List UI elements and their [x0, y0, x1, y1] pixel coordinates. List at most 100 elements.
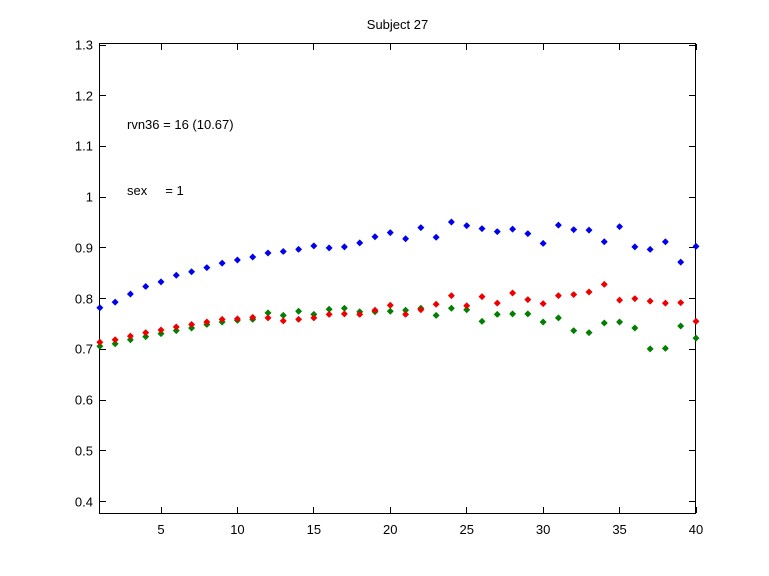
data-point-green-series	[646, 345, 654, 353]
data-point-blue-series	[478, 225, 486, 233]
data-point-red-series	[111, 336, 119, 344]
data-point-red-series	[340, 310, 348, 318]
x-tick-top	[389, 44, 391, 50]
data-point-blue-series	[402, 235, 410, 243]
data-point-red-series	[616, 296, 624, 304]
y-tick-label: 1	[85, 189, 93, 205]
x-tick-bottom	[542, 507, 544, 513]
data-point-green-series	[631, 324, 639, 332]
data-point-red-series	[325, 310, 333, 318]
data-point-red-series	[585, 288, 593, 296]
x-tick-top	[160, 44, 162, 50]
y-tick-left	[100, 145, 106, 147]
data-point-blue-series	[172, 271, 180, 279]
y-tick-label: 0.7	[74, 341, 93, 357]
data-point-green-series	[554, 314, 562, 322]
data-point-red-series	[509, 289, 517, 297]
data-point-red-series	[264, 314, 272, 322]
data-point-red-series	[188, 320, 196, 328]
data-point-red-series	[172, 323, 180, 331]
annotation-line-sex: sex = 1	[127, 183, 184, 198]
data-point-green-series	[570, 327, 578, 335]
data-point-green-series	[585, 329, 593, 337]
annotation-text: rvn36 = 16 (10.67) sex = 1	[127, 70, 234, 246]
data-point-blue-series	[539, 239, 547, 247]
y-tick-right	[689, 348, 695, 350]
x-tick-label: 20	[383, 522, 398, 537]
data-point-red-series	[96, 338, 104, 346]
x-tick-label: 15	[306, 522, 322, 537]
data-point-blue-series	[356, 239, 364, 247]
y-tick-label: 0.5	[74, 443, 93, 459]
data-point-green-series	[677, 322, 685, 330]
data-point-blue-series	[157, 278, 165, 286]
chart-title: Subject 27	[366, 17, 429, 32]
data-point-red-series	[554, 292, 562, 300]
x-tick-label: 40	[688, 522, 704, 537]
x-tick-label: 5	[157, 522, 165, 537]
x-tick-top	[542, 44, 544, 50]
y-tick-right	[689, 95, 695, 97]
data-point-red-series	[233, 315, 241, 323]
data-point-green-series	[126, 336, 134, 344]
data-point-blue-series	[233, 256, 241, 264]
data-point-red-series	[539, 300, 547, 308]
data-point-green-series	[432, 311, 440, 319]
x-tick-top	[466, 44, 468, 50]
data-point-red-series	[249, 313, 257, 321]
data-point-blue-series	[340, 243, 348, 251]
plot-area	[99, 43, 696, 514]
data-point-red-series	[677, 299, 685, 307]
data-point-green-series	[310, 310, 318, 318]
annotation-line-rvn36: rvn36 = 16 (10.67)	[127, 117, 234, 132]
x-tick-label: 25	[459, 522, 474, 537]
x-tick-top	[619, 44, 621, 50]
data-point-blue-series	[524, 230, 532, 238]
y-tick-left	[100, 44, 106, 46]
data-point-blue-series	[96, 304, 104, 312]
data-point-blue-series	[126, 290, 134, 298]
x-tick-label: 35	[612, 522, 627, 537]
x-tick-bottom	[466, 507, 468, 513]
data-point-green-series	[447, 304, 455, 312]
data-point-blue-series	[417, 224, 425, 232]
data-point-blue-series	[692, 242, 700, 250]
data-point-red-series	[386, 301, 394, 309]
y-tick-label: 0.8	[74, 291, 93, 307]
data-point-blue-series	[371, 233, 379, 241]
data-point-blue-series	[310, 242, 318, 250]
data-point-red-series	[142, 329, 150, 337]
data-point-blue-series	[631, 243, 639, 251]
data-point-blue-series	[188, 268, 196, 276]
data-point-blue-series	[279, 247, 287, 255]
y-tick-left	[100, 298, 106, 300]
data-point-blue-series	[493, 228, 501, 236]
data-point-red-series	[295, 315, 303, 323]
data-point-green-series	[340, 304, 348, 312]
data-point-blue-series	[600, 238, 608, 246]
data-point-red-series	[371, 306, 379, 314]
data-point-red-series	[692, 317, 700, 325]
data-point-blue-series	[249, 253, 257, 261]
y-tick-right	[689, 501, 695, 502]
data-point-red-series	[203, 318, 211, 326]
data-point-red-series	[356, 310, 364, 318]
data-point-red-series	[524, 296, 532, 304]
y-tick-label: 1.2	[74, 88, 93, 104]
data-point-blue-series	[295, 245, 303, 253]
y-tick-label: 0.4	[74, 494, 93, 509]
data-point-red-series	[493, 299, 501, 307]
x-tick-bottom	[313, 507, 315, 513]
data-point-red-series	[218, 315, 226, 323]
y-tick-left	[100, 450, 106, 452]
data-point-green-series	[616, 318, 624, 326]
data-point-red-series	[463, 302, 471, 310]
y-tick-right	[689, 145, 695, 147]
data-point-green-series	[478, 317, 486, 325]
data-point-red-series	[417, 306, 425, 314]
data-point-blue-series	[677, 258, 685, 266]
data-point-green-series	[188, 324, 196, 332]
data-point-green-series	[386, 307, 394, 315]
data-point-red-series	[600, 280, 608, 288]
y-tick-left	[100, 247, 106, 249]
